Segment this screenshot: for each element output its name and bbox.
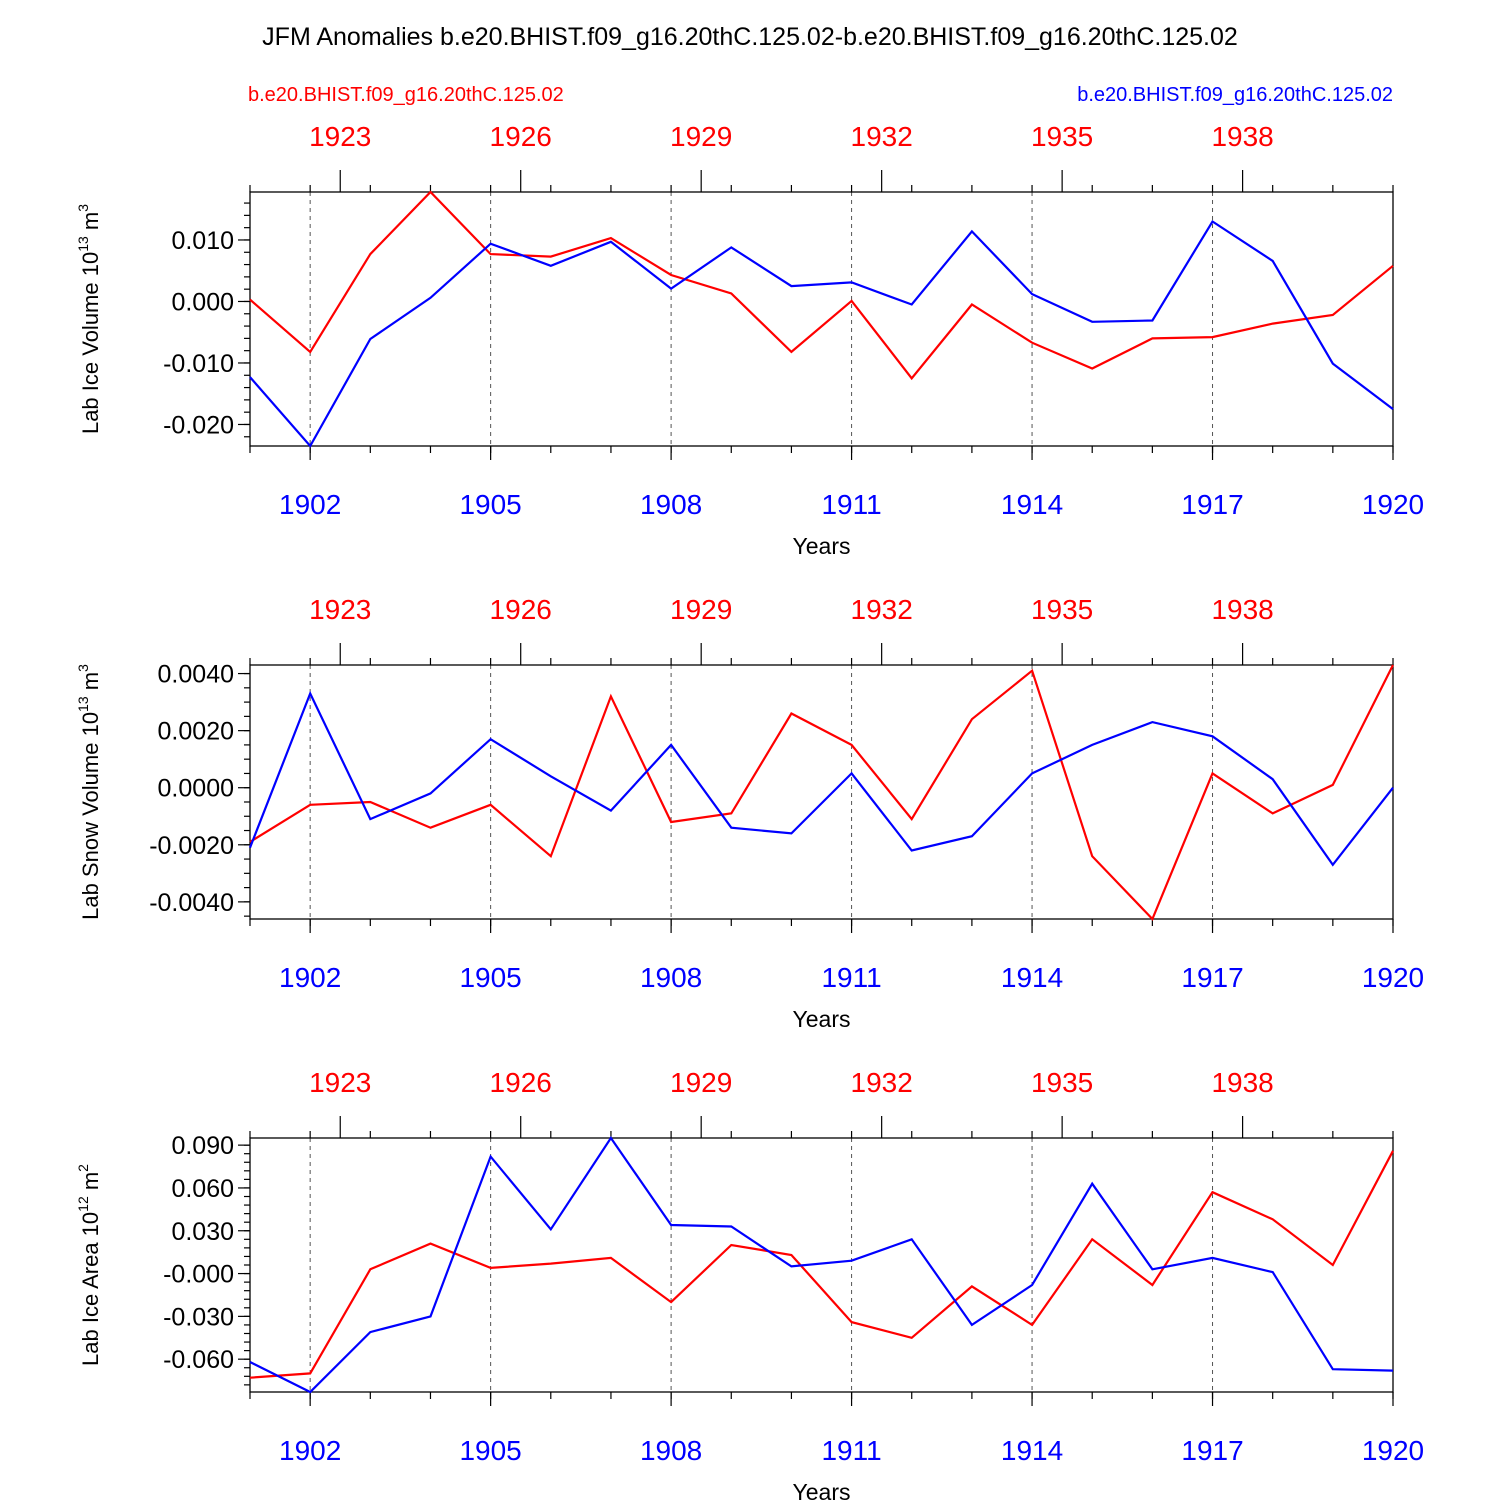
x-top-tick-label: 1932	[851, 1067, 913, 1098]
x-axis-label: Years	[793, 1479, 851, 1500]
panels: 0.010 0.000 -0.010 -0.020 1902 1905 1908 1911 19…	[75, 121, 1424, 1505]
y-tick-label: 0.030	[171, 1218, 234, 1246]
y-unit-exponent: 13	[75, 696, 91, 712]
y-tick-label: 0.0040	[158, 661, 234, 689]
y-tick-label: -0.020	[163, 411, 234, 439]
y-label-part: m	[78, 212, 103, 236]
plot-frame	[249, 664, 1394, 920]
x-tick-label: 1905	[459, 1435, 521, 1466]
x-top-tick-label: 1923	[309, 594, 371, 625]
x-tick-label: 1911	[821, 1435, 881, 1466]
x-tick-label: 1905	[459, 962, 521, 993]
series-blue-line	[249, 1136, 1394, 1394]
y-tick-label: 0.000	[171, 288, 234, 316]
x-tick-label: 1905	[459, 489, 521, 520]
x-top-tick-label: 1929	[670, 594, 732, 625]
x-top-tick-label: 1926	[490, 1067, 552, 1098]
x-top-tick-label: 1932	[851, 594, 913, 625]
y-label-part: Lab Ice Volume	[78, 276, 103, 434]
y-tick-label: -0.0040	[149, 889, 234, 917]
series-red-line	[249, 190, 1394, 381]
y-axis-label: Lab Ice Volume 1013 m3	[75, 204, 103, 434]
x-top-tick-label: 1929	[670, 1067, 732, 1098]
x-top-tick-label: 1938	[1211, 1067, 1273, 1098]
x-top-tick-label: 1935	[1031, 594, 1093, 625]
x-tick-label: 1920	[1362, 489, 1424, 520]
y-unit-exponent: 3	[75, 664, 91, 672]
series-red-line	[249, 664, 1394, 921]
x-tick-label: 1917	[1181, 962, 1243, 993]
y-tick-label: 0.060	[171, 1175, 234, 1203]
y-tick-label: 0.0000	[158, 775, 234, 803]
y-label-part: m	[78, 1172, 103, 1196]
x-tick-label: 1908	[640, 1435, 702, 1466]
y-tick-label: -0.0020	[149, 832, 234, 860]
x-axis-label: Years	[793, 533, 851, 559]
x-tick-label: 1917	[1181, 489, 1243, 520]
x-tick-label: 1908	[640, 962, 702, 993]
x-tick-label: 1911	[821, 962, 881, 993]
x-tick-label: 1917	[1181, 1435, 1243, 1466]
y-tick-label: -0.000	[163, 1261, 234, 1289]
x-tick-label: 1914	[1001, 489, 1063, 520]
series-red-line	[249, 1150, 1394, 1379]
x-top-tick-label: 1926	[490, 594, 552, 625]
y-unit-exponent: 12	[75, 1196, 91, 1212]
figure-title: JFM Anomalies b.e20.BHIST.f09_g16.20thC.…	[262, 23, 1238, 51]
y-tick-label: -0.010	[163, 350, 234, 378]
y-label-part: 10	[78, 712, 103, 736]
x-tick-label: 1920	[1362, 962, 1424, 993]
y-unit-exponent: 2	[75, 1164, 91, 1172]
legend-right-label: b.e20.BHIST.f09_g16.20thC.125.02	[1077, 84, 1393, 106]
y-unit-exponent: 13	[75, 236, 91, 252]
x-tick-label: 1902	[279, 1435, 341, 1466]
x-tick-label: 1902	[279, 489, 341, 520]
x-tick-label: 1911	[821, 489, 881, 520]
plot-frame	[249, 1137, 1394, 1393]
y-label-part: 10	[78, 1212, 103, 1236]
y-label-part: Lab Ice Area	[78, 1236, 103, 1366]
chart-panel-2: 0.0040 0.0020 0.0000 -0.0020 -0.0040 1902 1905…	[75, 594, 1424, 1032]
series-blue-line	[248, 690, 1394, 867]
x-top-tick-label: 1926	[490, 121, 552, 152]
y-tick-label: -0.060	[163, 1346, 234, 1374]
x-tick-label: 1920	[1362, 1435, 1424, 1466]
y-axis-label: Lab Snow Volume 1013 m3	[75, 664, 103, 920]
series-blue-line	[249, 219, 1394, 448]
x-top-tick-label: 1938	[1211, 594, 1273, 625]
x-tick-label: 1914	[1001, 1435, 1063, 1466]
plot-frame	[249, 191, 1394, 447]
x-top-tick-label: 1929	[670, 121, 732, 152]
legend-left-label: b.e20.BHIST.f09_g16.20thC.125.02	[248, 84, 564, 106]
x-top-tick-label: 1923	[309, 121, 371, 152]
y-tick-label: 0.090	[171, 1132, 234, 1160]
x-top-tick-label: 1938	[1211, 121, 1273, 152]
x-top-tick-label: 1935	[1031, 1067, 1093, 1098]
x-top-tick-label: 1932	[851, 121, 913, 152]
y-axis-label: Lab Ice Area 1012 m2	[75, 1164, 103, 1366]
x-tick-label: 1914	[1001, 962, 1063, 993]
y-label-part: 10	[78, 252, 103, 276]
x-tick-label: 1902	[279, 962, 341, 993]
y-label-part: Lab Snow Volume	[78, 736, 103, 919]
chart-panel-1: 0.010 0.000 -0.010 -0.020 1902 1905 1908 1911 19…	[75, 121, 1424, 559]
chart-panel-3: 0.090 0.060 0.030 -0.000 -0.030 -0.060 1902 190…	[75, 1067, 1424, 1505]
x-top-tick-label: 1923	[309, 1067, 371, 1098]
x-axis-label: Years	[793, 1006, 851, 1032]
y-tick-label: 0.010	[171, 227, 234, 255]
y-tick-label: 0.0020	[158, 718, 234, 746]
y-tick-label: -0.030	[163, 1303, 234, 1331]
x-top-tick-label: 1935	[1031, 121, 1093, 152]
y-unit-exponent: 3	[75, 204, 91, 212]
y-label-part: m	[78, 672, 103, 696]
x-tick-label: 1908	[640, 489, 702, 520]
